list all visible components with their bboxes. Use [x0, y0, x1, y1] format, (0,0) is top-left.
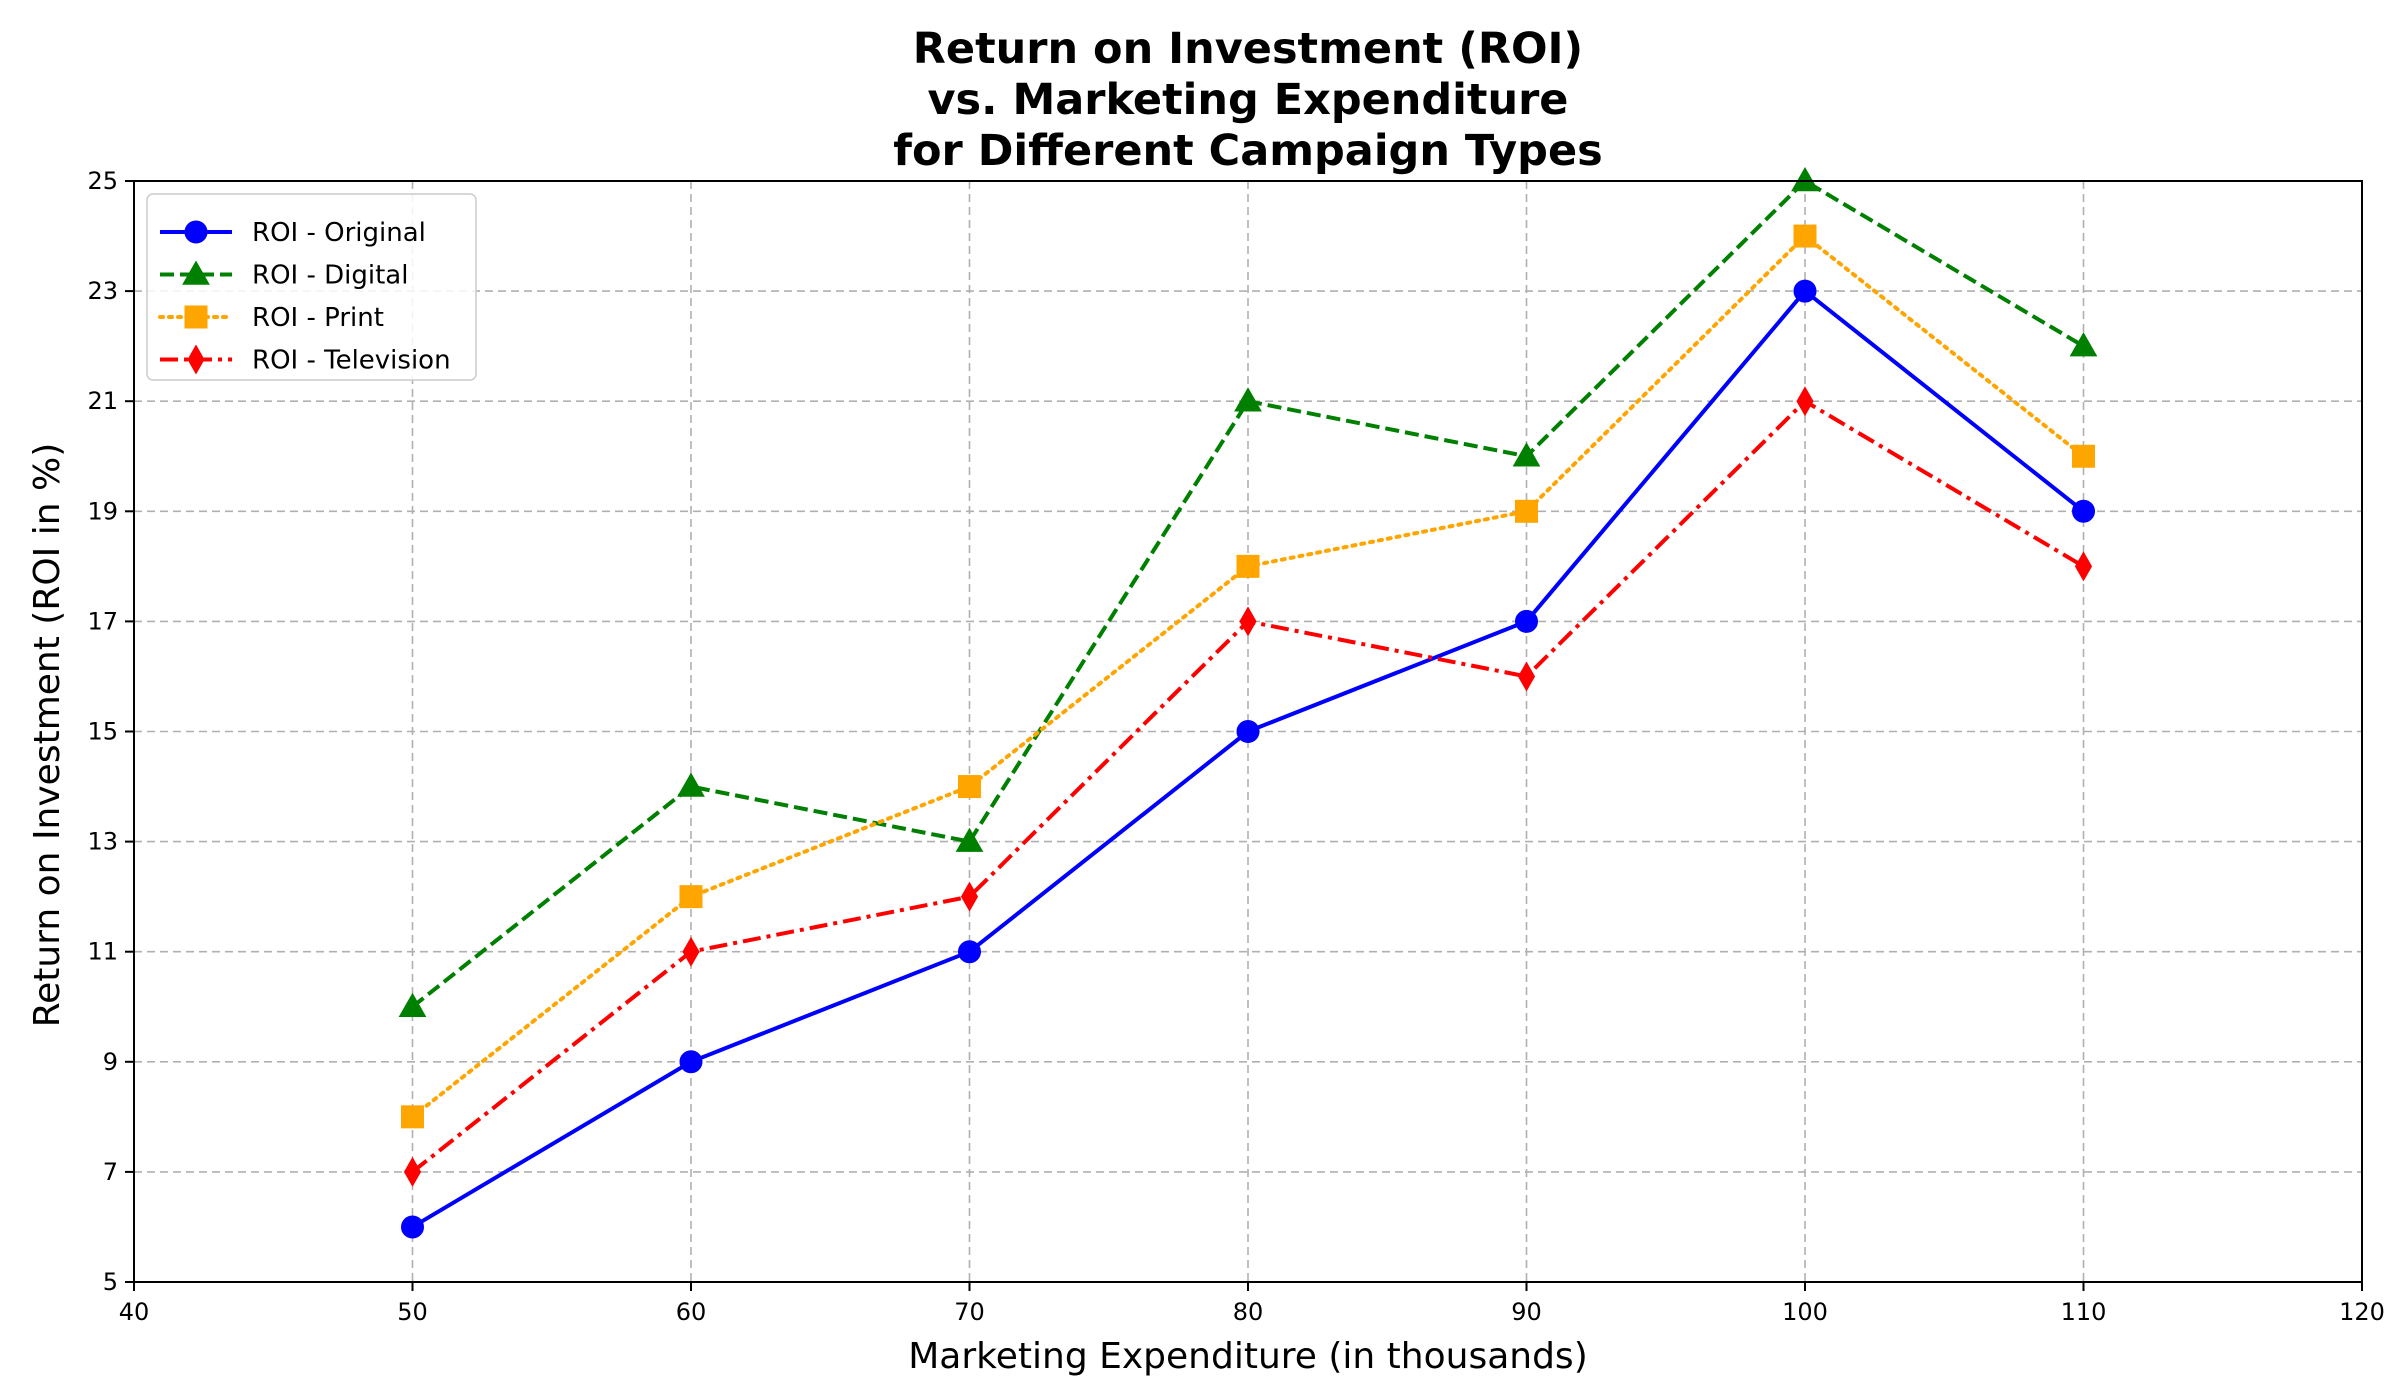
data-point-roi-original: [958, 940, 981, 964]
chart-title-line-2: vs. Marketing Expenditure: [928, 75, 1569, 125]
legend-label: ROI - Digital: [252, 261, 408, 291]
legend-item-roi-original: ROI - Original: [160, 218, 426, 248]
data-point-roi-television: [1796, 386, 1814, 417]
y-tick-label: 5: [103, 1268, 118, 1296]
y-tick-label: 17: [87, 607, 118, 635]
y-tick-label: 25: [87, 167, 118, 195]
data-point-roi-digital: [1234, 387, 1262, 412]
data-point-roi-print: [1793, 224, 1817, 248]
data-point-roi-digital: [1512, 442, 1541, 467]
legend-swatch-marker: [184, 305, 208, 329]
legend-item-roi-print: ROI - Print: [158, 303, 384, 333]
legend-swatch-marker: [182, 260, 210, 285]
chart-title-line-3: for Different Campaign Types: [893, 126, 1602, 176]
data-point-roi-original: [1515, 609, 1538, 633]
data-point-roi-digital: [1791, 166, 1819, 192]
legend-label: ROI - Original: [252, 218, 426, 248]
data-point-roi-television: [682, 936, 700, 967]
series-roi-print: [401, 224, 2095, 1129]
data-point-roi-print: [1236, 554, 1260, 578]
data-point-roi-original: [679, 1050, 703, 1074]
legend-swatch-marker: [184, 220, 208, 244]
data-point-roi-print: [958, 775, 981, 799]
y-tick-label: 23: [87, 277, 118, 305]
x-tick-label: 60: [676, 1298, 707, 1326]
data-point-roi-original: [2072, 499, 2095, 523]
y-tick-label: 7: [103, 1158, 118, 1186]
y-tick-label: 15: [87, 718, 118, 746]
data-point-roi-print: [1515, 499, 1538, 523]
y-axis-ticks: 5 7 9 11 13 15 17 19 21 23 25: [87, 167, 134, 1296]
series-roi-digital: [398, 166, 2098, 1017]
x-tick-label: 90: [1511, 1298, 1542, 1326]
data-point-roi-print: [679, 885, 703, 909]
x-tick-label: 70: [954, 1298, 985, 1326]
data-point-roi-digital: [955, 827, 984, 852]
data-point-roi-television: [403, 1156, 422, 1187]
data-point-roi-digital: [677, 772, 705, 797]
y-tick-label: 9: [103, 1048, 118, 1076]
data-point-roi-television: [1239, 606, 1257, 637]
y-tick-label: 21: [87, 387, 118, 415]
legend-label: ROI - Television: [252, 346, 451, 376]
x-tick-label: 120: [2339, 1298, 2385, 1326]
legend-box: [146, 193, 477, 381]
chart-title: Return on Investment (ROI) vs. Marketing…: [893, 24, 1602, 176]
legend-item-roi-television: ROI - Television: [160, 344, 451, 376]
x-tick-label: 40: [119, 1298, 150, 1326]
data-point-roi-digital: [2069, 332, 2098, 357]
legend-label: ROI - Print: [252, 303, 384, 333]
y-tick-label: 13: [87, 828, 118, 856]
data-point-roi-television: [960, 881, 979, 912]
data-point-roi-original: [401, 1215, 424, 1239]
data-point-roi-print: [2072, 444, 2095, 468]
series-lines: [398, 166, 2098, 1239]
x-axis-ticks: 40 50 60 70 80 90 100 110 120: [119, 1282, 2385, 1326]
y-tick-label: 11: [87, 938, 118, 966]
x-tick-label: 50: [397, 1298, 428, 1326]
data-point-roi-original: [1236, 720, 1260, 743]
x-tick-label: 110: [2061, 1298, 2107, 1326]
legend-item-roi-digital: ROI - Digital: [160, 260, 408, 291]
series-roi-television: [403, 386, 2093, 1187]
data-point-roi-original: [1793, 279, 1817, 303]
data-point-roi-television: [2074, 551, 2093, 582]
chart-title-line-1: Return on Investment (ROI): [913, 24, 1583, 74]
x-axis-label: Marketing Expenditure (in thousands): [908, 1336, 1587, 1377]
data-point-roi-print: [401, 1105, 424, 1129]
series-roi-original: [401, 279, 2095, 1239]
x-tick-label: 80: [1233, 1298, 1264, 1326]
legend-swatch-marker: [187, 344, 205, 375]
y-axis-label: Return on Investment (ROI in %): [27, 443, 68, 1028]
data-point-roi-digital: [398, 992, 427, 1017]
y-tick-label: 19: [87, 497, 118, 525]
legend: ROI - Original ROI - Digital ROI - Print RO…: [146, 193, 477, 381]
x-tick-label: 100: [1782, 1298, 1828, 1326]
data-point-roi-television: [1517, 661, 1536, 692]
